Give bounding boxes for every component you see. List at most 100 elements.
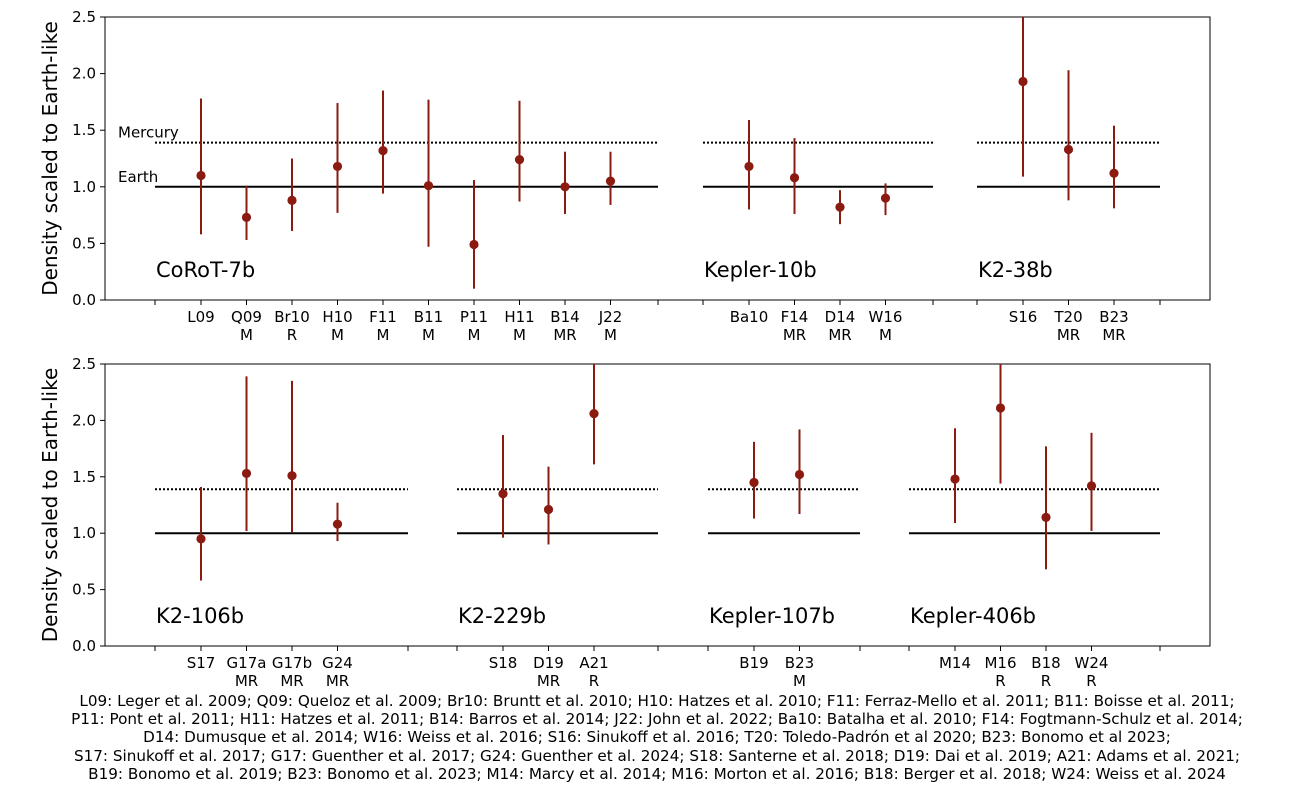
x-tick-label: B18 — [1031, 654, 1060, 672]
y-tick-label: 1.0 — [72, 524, 96, 542]
x-tick-method-label: MR — [828, 326, 851, 344]
data-point — [950, 474, 960, 484]
x-tick-method-label: MR — [1102, 326, 1125, 344]
x-tick-label: Q09 — [231, 308, 262, 326]
x-tick-method-label: M — [422, 326, 435, 344]
y-tick-label: 0.5 — [72, 581, 96, 599]
x-tick-method-label: M — [793, 672, 806, 690]
x-tick-label: G17a — [227, 654, 267, 672]
x-tick-method-label: MR — [537, 672, 560, 690]
data-point — [469, 239, 479, 250]
x-tick-label: Ba10 — [730, 308, 769, 326]
y-tick-label: 1.0 — [72, 178, 96, 196]
caption-line: B19: Bonomo et al. 2019; B23: Bonomo et … — [88, 764, 1226, 783]
y-tick-label: 2.5 — [72, 355, 96, 373]
y-tick-label: 2.5 — [72, 8, 96, 26]
x-tick-method-label: MR — [280, 672, 303, 690]
caption-line: L09: Leger et al. 2009; Q09: Queloz et a… — [79, 692, 1235, 710]
x-tick-label: L09 — [187, 308, 214, 326]
x-tick-label: D19 — [533, 654, 564, 672]
planet-label: CoRoT-7b — [156, 258, 255, 282]
x-tick-method-label: M — [240, 326, 253, 344]
caption-line: P11: Pont et al. 2011; H11: Hatzes et al… — [71, 710, 1243, 729]
x-tick-label: B14 — [550, 308, 579, 326]
planet-label: K2-106b — [156, 604, 244, 628]
planet-label: Kepler-406b — [910, 604, 1036, 628]
x-tick-method-label: R — [1086, 672, 1096, 690]
x-tick-label: G24 — [322, 654, 353, 672]
x-tick-method-label: M — [513, 326, 526, 344]
planet-label: K2-229b — [458, 604, 546, 628]
x-tick-label: A21 — [579, 654, 608, 672]
data-point — [789, 173, 800, 183]
x-tick-label: S18 — [489, 654, 518, 672]
data-point — [196, 534, 206, 544]
x-tick-label: S17 — [187, 654, 216, 672]
planet-label: Kepler-10b — [704, 258, 817, 282]
data-point — [241, 212, 252, 222]
x-tick-label: P11 — [460, 308, 488, 326]
caption-line: S17: Sinukoff et al. 2017; G17: Guenther… — [73, 746, 1241, 765]
data-point — [560, 182, 570, 192]
x-tick-label: F11 — [369, 308, 397, 326]
x-tick-method-label: R — [995, 672, 1005, 690]
y-axis-label: Density scaled to Earth-like — [38, 21, 62, 296]
y-tick-label: 0.0 — [72, 637, 96, 655]
mercury-label: Mercury — [118, 124, 179, 142]
data-point — [1041, 512, 1051, 523]
y-tick-label: 2.0 — [72, 65, 96, 83]
x-tick-method-label: MR — [553, 326, 576, 344]
data-point — [995, 403, 1006, 413]
x-tick-label: S16 — [1009, 308, 1038, 326]
data-point — [1018, 76, 1028, 87]
x-tick-method-label: MR — [235, 672, 258, 690]
x-tick-label: D14 — [825, 308, 856, 326]
data-point — [605, 176, 616, 186]
data-point — [378, 145, 388, 156]
x-tick-method-label: R — [589, 672, 599, 690]
x-tick-method-label: M — [468, 326, 481, 344]
data-point — [498, 489, 508, 499]
y-tick-label: 0.0 — [72, 291, 96, 309]
earth-label: Earth — [118, 168, 158, 186]
y-tick-label: 1.5 — [72, 468, 96, 486]
x-tick-label: B23 — [785, 654, 814, 672]
y-tick-label: 1.5 — [72, 121, 96, 139]
data-point — [880, 193, 891, 203]
x-tick-method-label: R — [1041, 672, 1051, 690]
x-tick-method-label: MR — [326, 672, 349, 690]
data-point — [287, 471, 297, 481]
x-tick-method-label: M — [879, 326, 892, 344]
x-tick-label: J22 — [598, 308, 623, 326]
x-tick-label: B19 — [739, 654, 768, 672]
x-tick-label: W24 — [1075, 654, 1109, 672]
x-tick-label: H11 — [504, 308, 534, 326]
data-point — [1109, 168, 1119, 178]
x-tick-label: W16 — [869, 308, 903, 326]
data-point — [332, 519, 343, 529]
data-point — [744, 161, 754, 172]
data-point — [241, 468, 252, 479]
data-point — [196, 170, 206, 181]
x-tick-method-label: M — [377, 326, 390, 344]
data-point — [543, 504, 554, 515]
figure: 0.0 0.5 1.0 1.5 2.0 2.5 Density scaled to Eart… — [38, 8, 1211, 690]
y-axis-label: Density scaled to Earth-like — [38, 368, 62, 643]
data-point — [287, 195, 297, 205]
y-tick-label: 2.0 — [72, 411, 96, 429]
caption-line: D14: Dumusque et al. 2014; W16: Weiss et… — [143, 728, 1171, 747]
data-point — [1086, 481, 1097, 491]
data-point — [1063, 144, 1074, 155]
y-tick-label: 0.5 — [72, 234, 96, 252]
x-tick-label: M16 — [984, 654, 1016, 672]
data-point — [514, 155, 525, 165]
data-point — [835, 202, 845, 212]
data-point — [423, 181, 434, 191]
data-point — [794, 469, 805, 480]
x-tick-method-label: M — [604, 326, 617, 344]
x-tick-label: M14 — [939, 654, 971, 672]
x-tick-method-label: M — [331, 326, 344, 344]
x-tick-label: H10 — [322, 308, 352, 326]
x-tick-label: G17b — [272, 654, 312, 672]
x-tick-label: Br10 — [274, 308, 310, 326]
